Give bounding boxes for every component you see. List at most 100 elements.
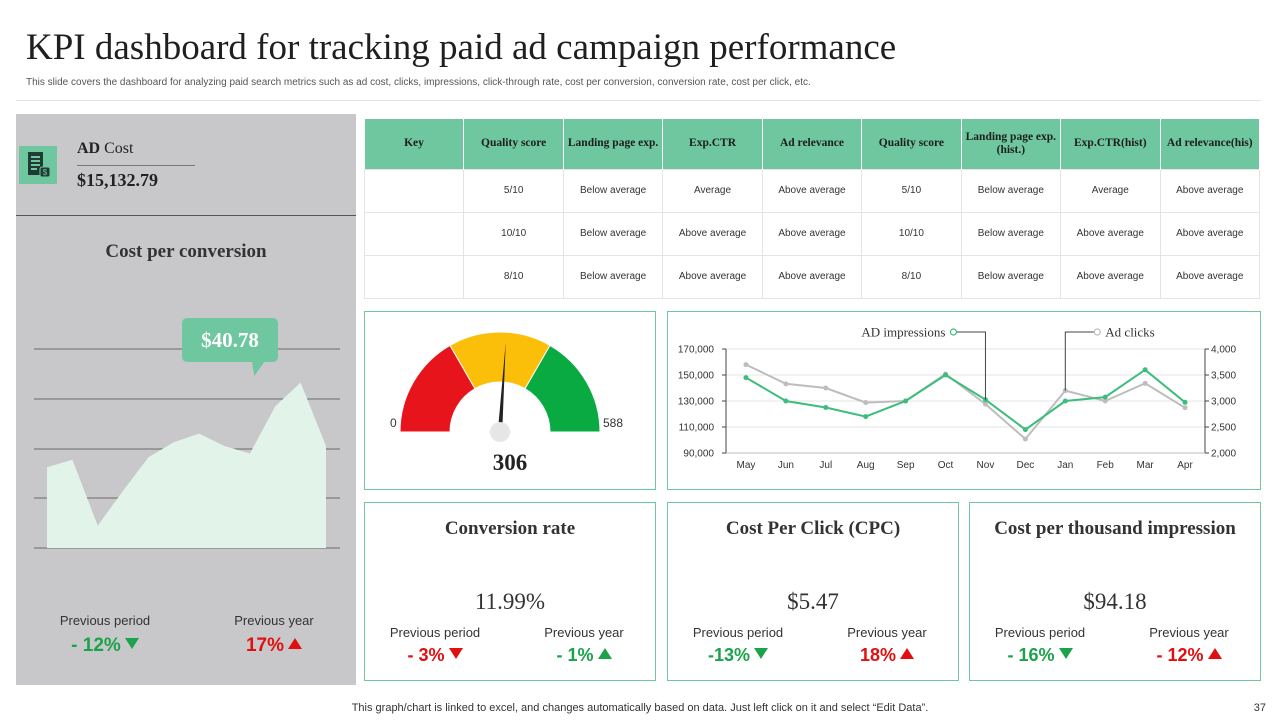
gauge-min-label: 0 [390,416,397,430]
series-point-ad-impressions [1063,399,1068,404]
table-cell: Below average [961,212,1060,255]
series-point-ad-clicks [863,400,868,405]
table-header: Key [365,119,464,169]
ad-cost-label: AD Cost [77,140,133,158]
y-right-tick-label: 3,500 [1211,371,1236,382]
series-line-ad-impressions [746,370,1185,430]
legend-marker-ad-clicks [1094,329,1100,335]
page-title: KPI dashboard for tracking paid ad campa… [26,26,896,69]
up-arrow-icon [900,648,914,659]
table-cell [365,169,464,212]
table-header: Exp.CTR(hist) [1061,119,1160,169]
card-previous-year-label: Previous year [1119,625,1259,640]
table-row: 5/10 Below average Average Above average… [365,169,1260,212]
table-row: 10/10 Below average Above average Above … [365,212,1260,255]
series-point-ad-clicks [1023,436,1028,441]
card-value: $5.47 [668,589,958,615]
table-cell: Average [1061,169,1160,212]
x-tick-label: Mar [1137,460,1155,471]
y-right-tick-label: 2,500 [1211,423,1236,434]
footer-note: This graph/chart is linked to excel, and… [0,702,1280,714]
x-tick-label: Feb [1097,460,1115,471]
series-point-ad-impressions [743,375,748,380]
invoice-dollar-icon: $ [19,146,57,184]
series-point-ad-impressions [783,399,788,404]
legend-marker-ad-impressions [950,329,956,335]
y-left-tick-label: 130,000 [678,397,715,408]
series-point-ad-impressions [823,405,828,410]
down-arrow-icon [125,638,139,649]
series-line-ad-clicks [746,365,1185,439]
cost-per-conversion-area [47,383,326,548]
table-header: Exp.CTR [663,119,762,169]
x-tick-label: Oct [938,460,954,471]
series-point-ad-clicks [1183,405,1188,410]
previous-period-label: Previous period [35,613,175,628]
card-previous-year-change: - 12% [1119,645,1259,666]
card-title: Cost Per Click (CPC) [668,518,958,540]
up-arrow-icon [598,648,612,659]
y-left-tick-label: 170,000 [678,345,715,356]
table-cell: Above average [1160,169,1260,212]
table-cell: 10/10 [464,212,563,255]
series-point-ad-clicks [983,402,988,407]
table-cell: Above average [1160,255,1260,298]
card-previous-period-label: Previous period [365,625,505,640]
left-panel: $ AD Cost $15,132.79 Cost per conversion… [16,114,356,685]
x-tick-label: May [737,460,756,471]
table-header: Landing page exp.(hist.) [961,119,1060,169]
conversion-rate-card: Conversion rate 11.99% Previous period P… [364,502,656,681]
table-header: Landing page exp. [563,119,662,169]
series-point-ad-clicks [1143,381,1148,386]
table-cell: 8/10 [464,255,563,298]
series-point-ad-impressions [903,399,908,404]
cost-per-click-card: Cost Per Click (CPC) $5.47 Previous peri… [667,502,959,681]
y-left-tick-label: 150,000 [678,371,715,382]
gauge-max-label: 588 [603,416,623,430]
table-header: Quality score [862,119,961,169]
table-cell: Above average [1061,212,1160,255]
gauge-hub [490,422,510,442]
table-cell: Above average [762,212,861,255]
legend-leader-ad-clicks [1065,332,1095,391]
title-divider [16,100,1261,101]
series-point-ad-clicks [783,381,788,386]
previous-year-label: Previous year [204,613,344,628]
card-previous-year-label: Previous year [817,625,957,640]
table-cell: Below average [563,255,662,298]
table-cell [365,255,464,298]
y-right-tick-label: 2,000 [1211,449,1236,460]
down-arrow-icon [449,648,463,659]
table-header: Ad relevance(his) [1160,119,1260,169]
card-value: 11.99% [365,589,655,615]
series-point-ad-clicks [823,386,828,391]
table-cell: Above average [663,212,762,255]
card-previous-year-change: 18% [817,645,957,666]
page-number: 37 [1254,702,1266,714]
x-tick-label: Jun [778,460,794,471]
cost-per-thousand-card: Cost per thousand impression $94.18 Prev… [969,502,1261,681]
series-point-ad-impressions [1143,367,1148,372]
card-title: Conversion rate [365,518,655,540]
gauge-value: 306 [365,450,655,476]
table-cell: Above average [663,255,762,298]
series-point-ad-impressions [1183,400,1188,405]
ad-cost-value: $15,132.79 [77,170,158,191]
table-cell: 8/10 [862,255,961,298]
up-arrow-icon [1208,648,1222,659]
series-point-ad-impressions [943,373,948,378]
series-point-ad-impressions [1103,395,1108,400]
legend-label-ad-clicks: Ad clicks [1105,325,1154,340]
up-arrow-icon [288,638,302,649]
series-point-ad-impressions [863,414,868,419]
impressions-clicks-panel: 170,000 150,000 130,000 110,000 90,000 4,000 3… [667,311,1261,490]
table-header: Quality score [464,119,563,169]
previous-year-change: 17% [204,635,344,657]
table-cell: Below average [563,169,662,212]
table-cell: Above average [762,255,861,298]
x-tick-label: Aug [857,460,875,471]
table-cell [365,212,464,255]
table-cell: Below average [961,169,1060,212]
table-row: 8/10 Below average Above average Above a… [365,255,1260,298]
y-left-tick-label: 110,000 [679,423,715,434]
